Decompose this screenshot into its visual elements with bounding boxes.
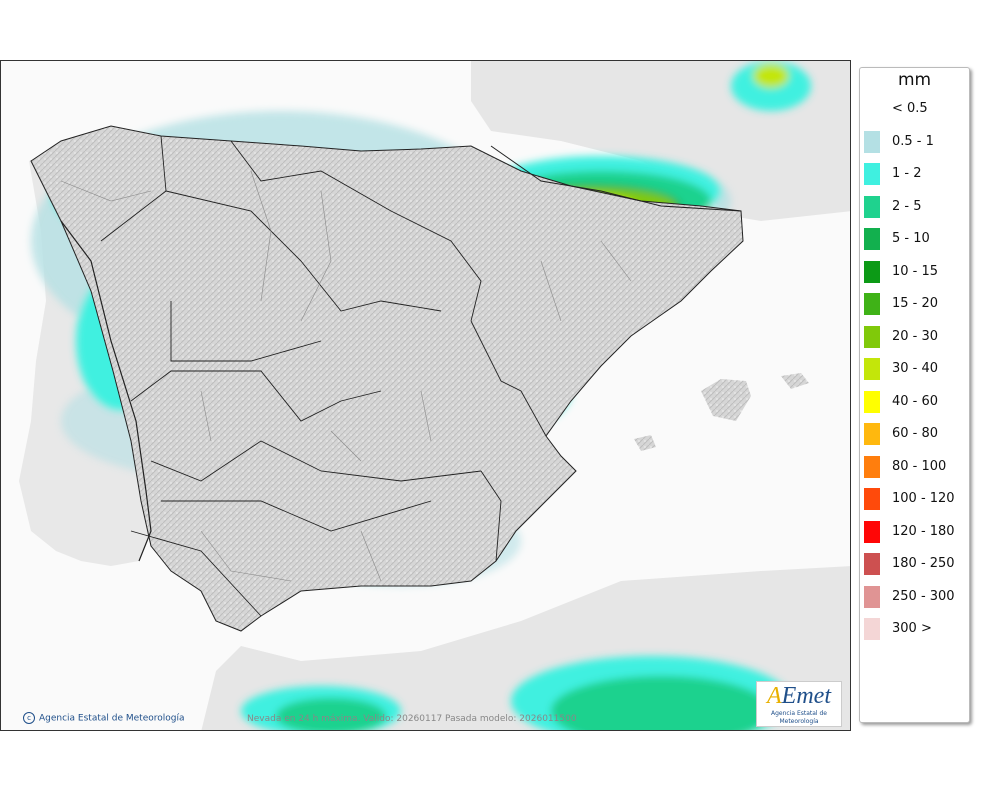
legend-swatch xyxy=(864,455,880,478)
spain-portugal-border xyxy=(60,220,152,562)
legend-swatch xyxy=(864,488,880,510)
mallorca xyxy=(701,379,751,421)
legend-unit: mm xyxy=(897,70,932,90)
legend-label: 250 - 300 xyxy=(892,588,955,604)
snowfall-map[interactable]: c Agencia Estatal de Meteorología Nevada … xyxy=(0,60,851,731)
legend-swatch xyxy=(864,293,880,315)
legend-swatch xyxy=(864,163,880,185)
legend-swatch xyxy=(864,358,880,380)
legend-label: 100 - 120 xyxy=(892,491,955,506)
credit-label: Agencia Estatal de Meteorología xyxy=(39,713,185,724)
legend-swatch xyxy=(864,618,880,640)
copyright-icon: c xyxy=(23,712,35,724)
legend-swatch xyxy=(864,260,880,283)
legend-swatch xyxy=(864,390,880,413)
legend-label: 20 - 30 xyxy=(892,328,939,344)
legend-swatch xyxy=(864,195,880,218)
legend-swatch xyxy=(864,228,880,250)
legend: mm < 0.5 0.5 - 1 1 - 2 2 - 5 5 - 10 10 - 15 15… xyxy=(859,67,970,723)
credit-text: c Agencia Estatal de Meteorología xyxy=(23,712,185,724)
legend-label: 300 > xyxy=(892,621,932,636)
legend-label: 10 - 15 xyxy=(892,263,939,279)
logo-subtitle: Agencia Estatal de Meteorología xyxy=(770,710,827,725)
legend-swatch xyxy=(864,585,880,608)
legend-label: 2 - 5 xyxy=(892,198,922,214)
regional-borders xyxy=(100,135,547,617)
map-caption: Nevada en 24 h máxima. Valido: 20260117 … xyxy=(247,714,577,724)
menorca xyxy=(781,373,809,389)
legend-label: 1 - 2 xyxy=(892,166,922,181)
legend-label: 15 - 20 xyxy=(892,296,939,311)
legend-swatch xyxy=(864,98,880,120)
legend-label: 0.5 - 1 xyxy=(892,133,934,149)
legend-label: 120 - 180 xyxy=(892,523,955,539)
legend-label: 80 - 100 xyxy=(892,458,947,474)
legend-label: 5 - 10 xyxy=(892,231,930,246)
legend-label: 180 - 250 xyxy=(892,556,955,571)
legend-label: < 0.5 xyxy=(892,101,928,116)
aemet-logo: AEmet Agencia Estatal de Meteorología xyxy=(756,681,842,727)
province-borders xyxy=(60,170,632,582)
map-canvas xyxy=(1,61,850,730)
legend-label: 30 - 40 xyxy=(892,361,939,376)
legend-swatch xyxy=(864,325,880,348)
legend-swatch xyxy=(864,130,880,153)
legend-label: 40 - 60 xyxy=(892,393,939,409)
pyrenees-border xyxy=(490,145,742,212)
legend-swatch xyxy=(864,553,880,575)
legend-swatch xyxy=(864,423,880,445)
logo-wordmark: AEmet xyxy=(767,683,831,709)
ibiza xyxy=(634,435,656,451)
legend-label: 60 - 80 xyxy=(892,426,939,441)
legend-swatch xyxy=(864,520,880,543)
